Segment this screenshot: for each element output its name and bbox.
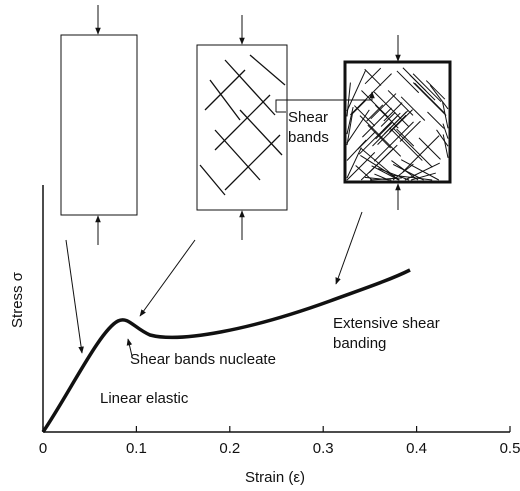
shear-band [239,109,283,156]
shear-band [387,90,414,116]
x-tick-label: 0.4 [406,440,427,457]
shear-band [249,54,286,86]
shear-band [358,115,399,155]
shear-band [224,134,281,191]
shear-band [392,127,433,168]
x-tick-label: 0.5 [500,440,520,457]
annotation: Shear [288,109,328,126]
shear-band [209,79,241,121]
shear-band [367,124,391,149]
x-tick-label: 0.2 [219,440,240,457]
shear-band [346,147,362,179]
shear-band [346,152,376,181]
shear-band [360,147,399,181]
shear-band [346,109,370,144]
specimen-elastic [60,34,138,216]
pointer-arrow [335,211,363,285]
shear-band [204,69,246,111]
shear-band [371,165,400,181]
shear-band [360,144,398,181]
leader-line [275,91,375,112]
stress-strain-curve [41,268,411,433]
shear-band [199,164,226,196]
y-axis-label: Stress σ [9,271,26,328]
shear-band [400,159,440,181]
shear-band [359,115,402,157]
shear-band [389,114,407,133]
shear-band [346,139,367,161]
shear-band [214,94,271,151]
shear-band [389,127,423,161]
shear-band [425,80,446,100]
pointer-arrow [126,338,133,357]
shear-band [346,111,354,146]
shear-band [409,74,436,101]
shear-band [357,131,376,150]
x-ticks: 0 0.1 0.2 0.3 0.4 0.5 [39,426,520,457]
pointer-arrow [65,239,84,354]
shear-band [362,107,392,138]
shear-band [355,165,373,181]
shear-band [372,110,409,147]
shear-band [412,73,442,103]
shear-band [380,111,396,127]
shear-band [364,67,382,85]
shear-band [412,82,447,116]
shear-band [402,135,440,173]
shear-band [410,172,436,181]
shear-band [374,104,399,129]
shear-band [361,90,389,118]
shear-band [436,129,449,147]
x-tick-label: 0.1 [126,440,147,457]
shear-band [346,106,354,135]
x-axis-label: Strain (ε) [245,469,305,486]
shear-band [349,73,392,116]
specimen-nucleate [196,44,288,211]
shear-band [373,121,414,162]
specimen-extensive [343,60,452,184]
shear-band [366,104,384,122]
annotation: Shear bands nucleate [130,351,276,368]
annotation: banding [333,335,386,352]
shear-band [418,137,441,160]
x-tick-label: 0 [39,440,47,457]
annotation: Extensive shear [333,315,440,332]
shear-band [373,91,410,128]
shear-band [370,93,397,120]
shear-band [377,109,413,145]
shear-band [414,82,445,114]
shear-band [442,123,449,139]
shear-bands [346,67,449,181]
shear-band [346,70,366,112]
annotation: bands [288,129,329,146]
shear-band [442,134,449,158]
pointer-arrow [139,239,196,317]
shear-band [400,96,426,121]
shear-band [383,102,403,122]
shear-band [429,85,449,110]
annotation: Linear elastic [100,390,189,407]
shear-band [378,168,410,181]
shear-band [351,99,367,115]
shear-band [224,59,276,116]
shear-band [396,70,420,94]
x-tick-label: 0.3 [313,440,334,457]
shear-band [392,163,414,181]
shear-band [427,111,445,129]
shear-bands [199,54,286,196]
shear-band [396,128,415,147]
shear-band [399,120,421,142]
shear-band [375,122,393,140]
shear-band [364,68,382,86]
shear-band [214,129,261,181]
